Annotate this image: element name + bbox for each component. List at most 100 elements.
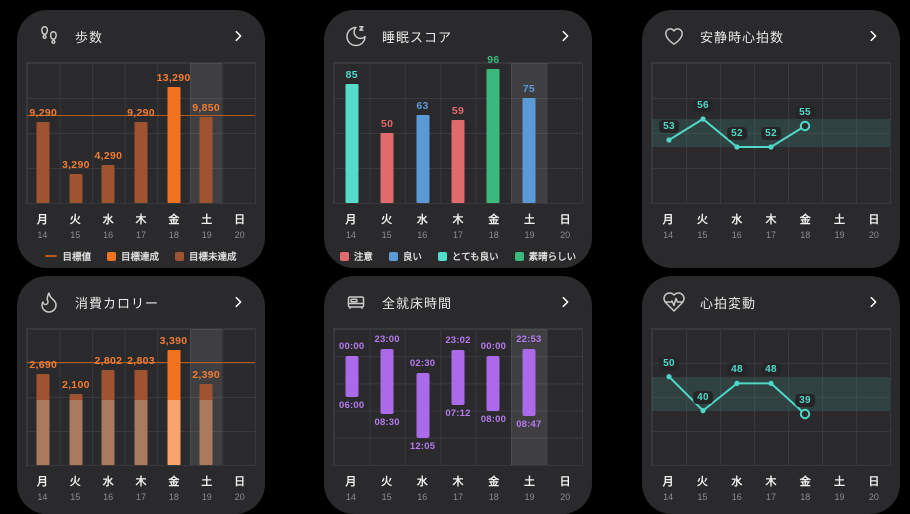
axis-col-4: 金 18	[788, 211, 822, 240]
day-label: 木	[452, 476, 464, 488]
day-label: 火	[69, 476, 81, 488]
legend-label: 素晴らしい	[528, 252, 577, 263]
chevron-right-icon[interactable]	[866, 295, 880, 309]
bar-value-label: 4,290	[94, 150, 123, 163]
point-value-label: 40	[693, 390, 713, 404]
start-time-label: 23:00	[374, 334, 400, 346]
bar-value-label: 2,803	[127, 354, 155, 367]
date-label: 14	[663, 492, 674, 502]
card-hrv[interactable]: 心拍変動 50 40 48 48 39 月 14 火 15 水 16 木 17 金 18 土 19 日 20	[642, 276, 900, 514]
legend-label: 良い	[402, 252, 422, 263]
bar-value-label: 9,850	[192, 101, 221, 114]
sleep-range-bar	[486, 356, 500, 411]
end-time-label: 08:30	[374, 417, 400, 428]
card-sleep-score-header: 睡眠スコア	[324, 10, 592, 60]
axis-col-4: 金 18	[157, 211, 190, 240]
day-label: 火	[696, 214, 708, 226]
date-label: 20	[560, 230, 571, 240]
point-value-label: 50	[659, 356, 679, 370]
date-label: 15	[697, 492, 708, 502]
steps-bar	[36, 121, 50, 203]
bar-value-label: 9,290	[127, 106, 155, 119]
card-calories[interactable]: 消費カロリー 2,690 2,100 2,802 2,803 3,390 2,390 月 1…	[17, 276, 265, 514]
time-in-bed-axis: 月 14 火 15 水 16 木 17 金 18 土 19 日 20	[333, 473, 583, 502]
bar-lower-segment	[101, 400, 115, 465]
legend-swatch	[45, 254, 58, 258]
date-label: 20	[868, 492, 879, 502]
day-label: 日	[868, 214, 880, 226]
bar-value-label: 2,802	[94, 354, 123, 367]
bar-lower-segment	[134, 400, 148, 465]
axis-col-4: 金 18	[476, 473, 512, 502]
chevron-right-icon[interactable]	[558, 295, 572, 309]
bar-value-label: 85	[345, 69, 358, 81]
flame-icon	[37, 290, 61, 314]
bed-icon	[344, 290, 368, 314]
sleep-score-bar	[345, 84, 359, 203]
day-label: 月	[662, 476, 674, 488]
axis-col-2: 水 16	[92, 211, 125, 240]
legend-item: とても良い	[437, 249, 499, 263]
legend-swatch	[437, 251, 447, 261]
date-label: 15	[381, 492, 392, 502]
date-label: 14	[663, 230, 674, 240]
axis-col-5: 土 19	[822, 473, 856, 502]
bar-value-label: 3,390	[159, 334, 188, 347]
axis-col-3: 木 17	[754, 211, 788, 240]
axis-col-0: 月 14	[651, 473, 685, 502]
day-label: 月	[36, 476, 48, 488]
sleep-score-column: 63	[405, 63, 440, 203]
calories-column: 2,802	[92, 329, 125, 465]
axis-col-5: 土 19	[822, 211, 856, 240]
footprints-icon	[37, 24, 61, 48]
chevron-right-icon[interactable]	[866, 29, 880, 43]
sleep-score-legend: 注意 良い とても良い 素晴らしい	[324, 249, 592, 263]
steps-axis: 月 14 火 15 水 16 木 17 金 18 土 19 日 20	[26, 211, 256, 240]
hrv-line	[666, 374, 811, 420]
axis-col-0: 月 14	[333, 211, 369, 240]
date-label: 15	[70, 230, 81, 240]
legend-swatch	[106, 251, 116, 261]
chevron-right-icon[interactable]	[231, 295, 245, 309]
day-label: 水	[102, 476, 114, 488]
date-label: 19	[524, 492, 535, 502]
axis-col-2: 水 16	[92, 473, 125, 502]
day-label: 月	[662, 214, 674, 226]
calories-chart: 2,690 2,100 2,802 2,803 3,390 2,390	[26, 328, 256, 466]
legend-item: 良い	[388, 249, 422, 263]
resting-hr-chart: 53 56 52 52 55	[651, 62, 891, 204]
end-time-label: 08:00	[480, 413, 507, 425]
steps-chart: 9,290 3,290 4,290 9,290 13,290 9,850	[26, 62, 256, 204]
sleep-score-axis: 月 14 火 15 水 16 木 17 金 18 土 19 日 20	[333, 211, 583, 240]
card-time-in-bed[interactable]: 全就床時間 00:00 06:00 23:00 08:30 02:30 12:05 23:0…	[324, 276, 592, 514]
steps-column: 3,290	[60, 63, 93, 203]
card-sleep-score[interactable]: 睡眠スコア 85 50 63 59 96 75 月 14 火 15 水 16 木 17 金 18 土 19 日 20…	[324, 10, 592, 268]
date-label: 18	[488, 230, 499, 240]
chevron-right-icon[interactable]	[558, 29, 572, 43]
chevron-right-icon[interactable]	[231, 29, 245, 43]
moon-z-icon	[344, 24, 368, 48]
calories-column: 3,390	[157, 329, 190, 465]
date-label: 15	[697, 230, 708, 240]
sleep-score-column: 96	[476, 54, 511, 203]
point-value-label: 52	[761, 127, 781, 140]
day-label: 金	[168, 476, 180, 488]
date-label: 16	[417, 230, 428, 240]
date-label: 16	[417, 492, 428, 502]
calories-column: 2,390	[190, 329, 223, 465]
card-steps[interactable]: 歩数 9,290 3,290 4,290 9,290 13,290 9,850 月 14 火 1…	[17, 10, 265, 268]
point-value-label: 53	[659, 120, 679, 133]
date-label: 15	[381, 230, 392, 240]
data-point	[666, 137, 672, 143]
card-resting-hr[interactable]: 安静時心拍数 53 56 52 52 55 月 14 火 15 水 16 木 17 金 18 土 19 日 20	[642, 10, 900, 268]
steps-column: 9,290	[125, 63, 158, 203]
date-label: 19	[201, 230, 212, 240]
day-label: 日	[868, 476, 880, 488]
card-title-resting-hr: 安静時心拍数	[700, 29, 785, 45]
axis-col-3: 木 17	[125, 211, 158, 240]
start-time-label: 02:30	[409, 358, 436, 370]
start-time-label: 00:00	[480, 341, 507, 353]
card-resting-hr-header: 安静時心拍数	[642, 10, 900, 60]
data-point	[734, 144, 740, 150]
